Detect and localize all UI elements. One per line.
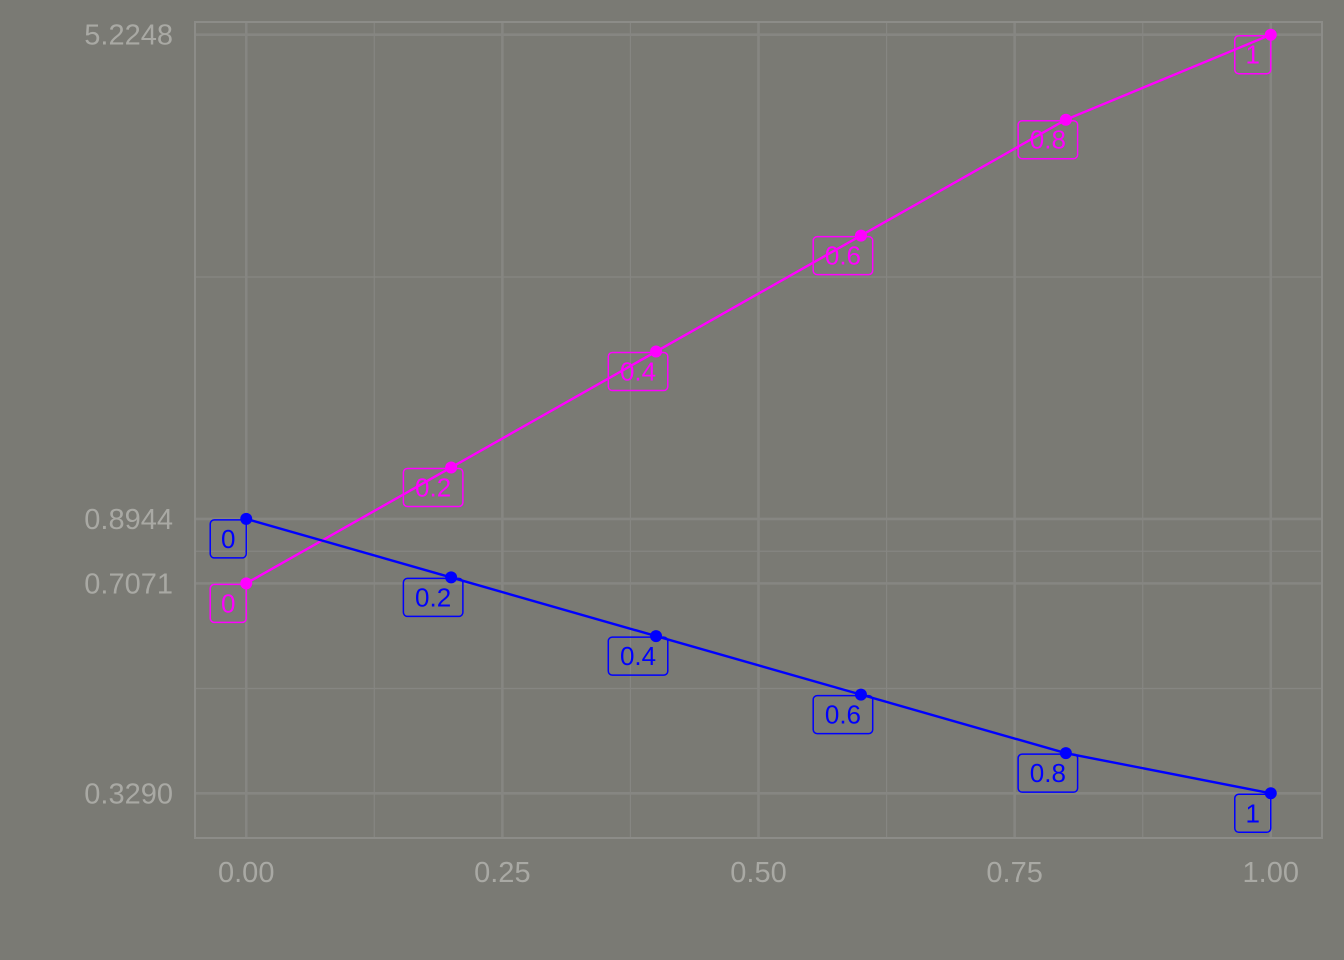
x-axis-tick-labels: 0.00 0.25 0.50 0.75 1.00 — [218, 857, 1299, 889]
point-label-box — [1234, 793, 1272, 834]
point-label-box — [607, 351, 669, 392]
x-tick-label: 0.25 — [474, 857, 530, 889]
point-label-text: 0 — [221, 524, 235, 554]
point-label-box — [209, 519, 247, 559]
series-line-1 — [245, 33, 1272, 585]
point-labels-layer: 0 0.2 0.4 0.6 0.8 1 0 0.2 0.4 0.6 0.8 1 — [209, 34, 1272, 834]
point-label-box — [812, 235, 874, 276]
major-gridlines — [195, 22, 1322, 838]
point-label-text: 0.4 — [620, 641, 656, 671]
point-label-box — [1017, 119, 1079, 160]
x-tick-label: 0.50 — [730, 857, 786, 889]
point-label-text: 0.2 — [415, 472, 451, 502]
point-label-text: 1 — [1246, 798, 1260, 828]
plot-panel-border — [194, 21, 1323, 839]
data-point — [854, 688, 867, 701]
point-label: 0.4 — [607, 351, 669, 392]
point-label-text: 0 — [221, 588, 235, 618]
x-tick-label: 1.00 — [1243, 857, 1299, 889]
point-label-box — [209, 583, 247, 624]
x-tick-label: 0.00 — [218, 857, 274, 889]
data-point — [445, 461, 458, 474]
point-label: 0.2 — [402, 577, 464, 618]
point-label: 0.8 — [1017, 753, 1079, 793]
y-tick-label: 5.2248 — [84, 20, 173, 52]
point-label: 0.4 — [607, 636, 669, 676]
point-label-box — [607, 636, 669, 676]
x-tick-label: 0.75 — [986, 857, 1042, 889]
point-label-box — [812, 694, 874, 735]
point-label-text: 0.6 — [825, 700, 861, 730]
point-label-text: 0.4 — [620, 357, 656, 387]
point-label: 1 — [1234, 793, 1272, 834]
point-label-text: 1 — [1246, 40, 1260, 70]
point-label: 0 — [209, 519, 247, 559]
y-tick-label: 0.3290 — [84, 778, 173, 810]
point-label: 0.8 — [1017, 119, 1079, 160]
y-tick-label: 0.7071 — [84, 568, 173, 600]
data-point — [1059, 113, 1072, 126]
point-label: 1 — [1234, 34, 1272, 75]
series-line-2 — [245, 517, 1272, 795]
point-label-text: 0.8 — [1030, 125, 1066, 155]
point-label-box — [402, 577, 464, 618]
data-point — [650, 345, 663, 358]
y-tick-label: 0.8944 — [84, 504, 173, 536]
data-point — [1264, 787, 1277, 800]
point-label: 0.2 — [402, 467, 464, 508]
point-label: 0 — [209, 583, 247, 624]
data-point — [1059, 747, 1072, 760]
point-label: 0.6 — [812, 235, 874, 276]
point-label-box — [1017, 753, 1079, 793]
data-point — [240, 512, 253, 525]
point-label-box — [1234, 34, 1272, 75]
point-label-box — [402, 467, 464, 508]
data-point — [650, 630, 663, 643]
data-point — [1264, 28, 1277, 41]
series-layer — [240, 28, 1277, 800]
y-axis-tick-labels: 0.3290 0.7071 0.8944 5.2248 — [84, 20, 173, 811]
data-point — [854, 229, 867, 242]
point-label-text: 0.6 — [825, 241, 861, 271]
data-point — [240, 577, 253, 590]
point-label: 0.6 — [812, 694, 874, 735]
point-label-text: 0.2 — [415, 582, 451, 612]
data-point — [445, 571, 458, 584]
point-label-text: 0.8 — [1030, 758, 1066, 788]
